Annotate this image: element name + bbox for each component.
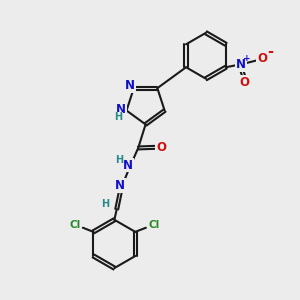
Text: +: + (243, 54, 250, 63)
Text: H: H (115, 155, 123, 165)
Text: N: N (116, 103, 126, 116)
Text: O: O (156, 141, 166, 154)
Text: H: H (101, 199, 110, 209)
Text: N: N (123, 158, 133, 172)
Text: N: N (236, 58, 246, 71)
Text: H: H (114, 112, 122, 122)
Text: Cl: Cl (69, 220, 80, 230)
Text: Cl: Cl (148, 220, 160, 230)
Text: -: - (267, 44, 273, 59)
Text: O: O (240, 76, 250, 89)
Text: N: N (115, 179, 125, 192)
Text: O: O (257, 52, 267, 65)
Text: N: N (125, 79, 135, 92)
